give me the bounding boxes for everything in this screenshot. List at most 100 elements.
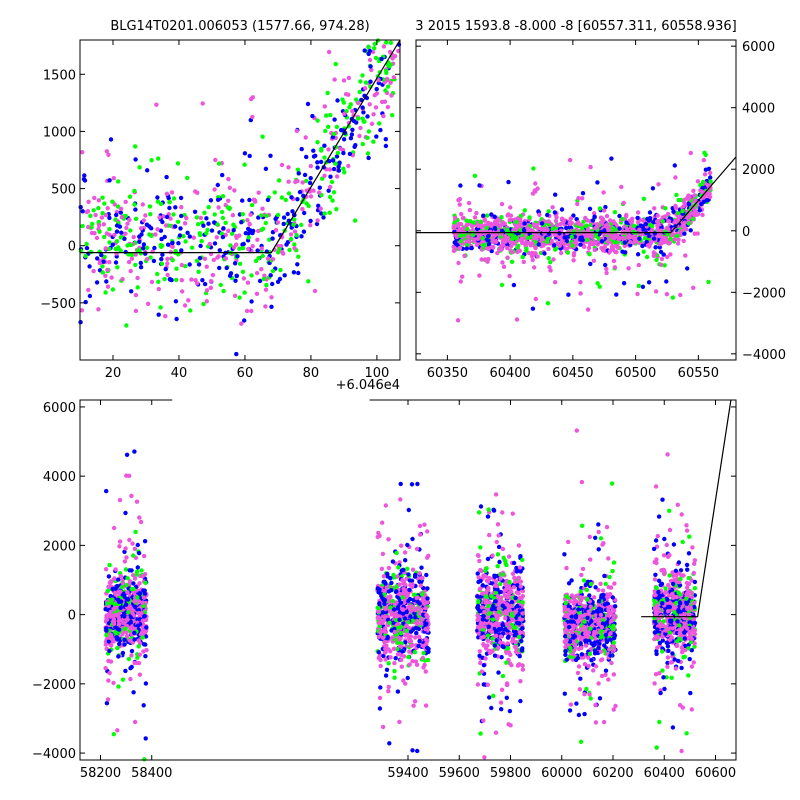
data-point (410, 536, 415, 542)
data-point (481, 634, 487, 639)
data-point (259, 246, 264, 251)
data-point (114, 239, 120, 244)
data-point (613, 249, 618, 255)
data-point (480, 583, 485, 588)
data-point (675, 241, 681, 246)
data-point (313, 153, 318, 158)
x-tick-label: 60350 (427, 366, 468, 381)
data-point (144, 245, 150, 250)
data-point (564, 225, 569, 231)
data-point (388, 576, 393, 581)
data-point (592, 247, 597, 253)
data-point (391, 607, 397, 612)
data-point (376, 650, 381, 655)
data-point (579, 226, 585, 231)
data-point (268, 153, 273, 158)
data-point (509, 663, 514, 668)
data-point (327, 159, 332, 164)
data-point (130, 610, 135, 616)
data-point (666, 219, 672, 224)
data-point (341, 78, 347, 83)
data-point (127, 638, 133, 643)
data-point (388, 40, 394, 45)
x-tick-label: 80 (303, 366, 320, 381)
data-point (234, 242, 239, 247)
data-point (326, 147, 331, 152)
data-point (124, 555, 129, 560)
data-point (617, 213, 622, 219)
data-point (239, 321, 244, 326)
data-point (143, 736, 148, 741)
data-point (160, 252, 165, 257)
data-point (478, 578, 483, 584)
data-point (192, 209, 198, 214)
data-point (583, 215, 588, 221)
data-point (504, 660, 509, 665)
data-point (567, 157, 573, 163)
data-point (101, 259, 106, 264)
data-point (336, 168, 342, 173)
data-point (381, 44, 387, 49)
data-point (383, 137, 388, 142)
data-point (385, 634, 391, 640)
data-point (132, 599, 137, 604)
data-point (382, 99, 388, 104)
data-point (495, 623, 500, 628)
data-point (326, 49, 332, 55)
data-point (392, 675, 397, 680)
data-point (622, 240, 627, 245)
data-point (480, 236, 485, 241)
data-point (519, 638, 524, 644)
data-point (159, 236, 164, 242)
data-point (599, 239, 605, 244)
data-point (278, 267, 283, 273)
data-point (135, 285, 140, 290)
data-point (461, 229, 466, 235)
y-tick-label: −500 (40, 297, 76, 312)
data-point (509, 603, 514, 609)
data-point (491, 693, 496, 699)
data-point (204, 231, 209, 236)
data-point (660, 219, 665, 224)
data-point (464, 243, 470, 248)
data-point (482, 242, 487, 248)
data-point (350, 109, 355, 114)
data-point (208, 279, 214, 284)
data-point (110, 199, 115, 204)
data-point (392, 668, 397, 674)
data-point (608, 248, 613, 254)
data-point (251, 197, 257, 202)
data-point (137, 239, 142, 244)
data-point (318, 159, 324, 165)
data-point (405, 593, 410, 598)
data-point (110, 287, 116, 292)
data-point (544, 239, 550, 244)
data-point (513, 649, 519, 654)
data-point (502, 593, 508, 598)
data-point (131, 234, 136, 240)
data-point (179, 213, 184, 219)
data-point (497, 559, 502, 565)
data-point (495, 594, 501, 599)
data-point (128, 268, 133, 274)
bottom-panel: 58200 58400 59400 59600 59800 60000 60200 60400… (32, 398, 737, 781)
data-point (641, 196, 647, 201)
data-point (286, 165, 291, 170)
data-point (495, 552, 501, 557)
data-point (535, 254, 540, 259)
data-point (95, 256, 100, 261)
data-point (207, 241, 212, 247)
data-point (265, 197, 271, 203)
data-point (250, 244, 255, 249)
data-point (376, 616, 382, 621)
data-point (413, 572, 418, 578)
data-point (592, 214, 597, 219)
data-point (216, 205, 221, 210)
data-point (132, 637, 137, 642)
y-tick-label: 1000 (43, 125, 76, 140)
data-point (246, 246, 251, 252)
data-point (165, 256, 170, 262)
data-point (571, 251, 577, 256)
data-point (482, 609, 487, 615)
data-point (113, 567, 118, 572)
